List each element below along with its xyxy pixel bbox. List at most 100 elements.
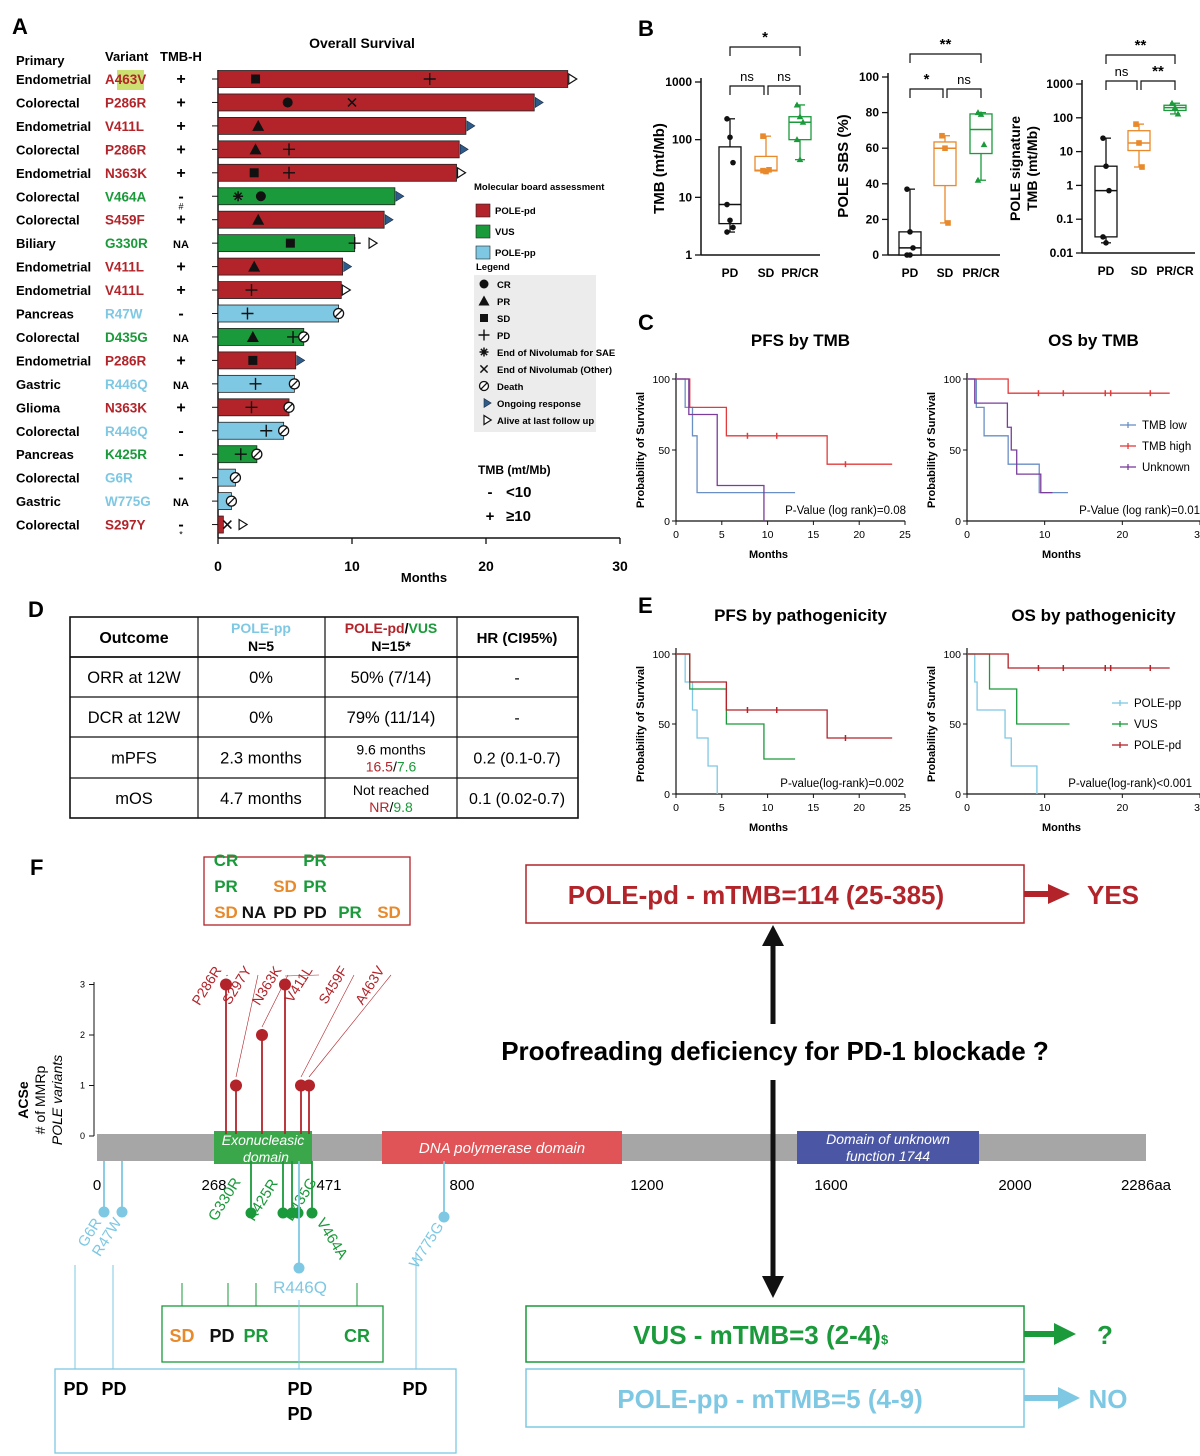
b-point xyxy=(1174,110,1182,117)
swimmer-mark-pd xyxy=(283,166,296,179)
swimmer-mark-cr xyxy=(255,191,266,202)
b-ytick-label: 100 xyxy=(1053,111,1073,125)
swimmer-bar xyxy=(217,117,467,135)
km-xtick-label: 0 xyxy=(964,529,970,541)
vus-response-box xyxy=(161,1305,384,1363)
col-header-tmbh: TMB-H xyxy=(160,49,202,64)
table-header-slash: / xyxy=(405,620,409,636)
vus-answer: ? xyxy=(1097,1320,1113,1350)
table-cell-pp: 0% xyxy=(249,669,273,687)
row-variant: N363K xyxy=(105,400,147,415)
pd-response-box xyxy=(203,856,411,926)
row-variant: S297Y xyxy=(105,518,146,533)
f-axis-tick-label: 2000 xyxy=(998,1177,1031,1194)
swimmer-bar xyxy=(217,70,569,88)
km-xtick-label: 0 xyxy=(964,802,970,814)
table-cell-pd-split: 16.5/7.6 xyxy=(366,759,417,775)
legend-symbol-label: SD xyxy=(497,314,510,325)
b-ylabel: TMB (mt/Mb) xyxy=(651,123,668,214)
pp-lollipop-head xyxy=(116,1206,128,1218)
vus-arrow-head xyxy=(1054,1323,1076,1345)
km-xtick-label: 15 xyxy=(808,529,820,541)
b-point xyxy=(980,141,988,148)
swimmer-mark-ongo xyxy=(343,261,353,273)
b-point xyxy=(727,217,733,224)
table-cell-pd-a: NR xyxy=(369,799,389,815)
table-cell-pp: 2.3 months xyxy=(220,750,302,768)
pp-variant-label: R446Q xyxy=(273,1278,327,1297)
b-ytick-label: 10 xyxy=(679,190,693,204)
panel-label-c: C xyxy=(638,310,654,335)
table-cell-pd: 9.6 months xyxy=(356,742,425,758)
b-bracket xyxy=(1105,54,1176,64)
b-ytick-label: 0.1 xyxy=(1056,212,1073,226)
km-xlabel: Months xyxy=(749,822,788,834)
b-point xyxy=(760,167,766,174)
b-ytick-label: 1 xyxy=(1066,178,1073,192)
swimmer-mark-alive xyxy=(238,518,249,531)
tmb-legend-sym: + xyxy=(486,508,495,525)
pd-response: PR xyxy=(214,877,238,896)
f-axis-tick-label: 268 xyxy=(201,1177,226,1194)
swimmer-mark-ongo xyxy=(534,96,544,108)
b-bracket xyxy=(729,85,765,95)
question-text: Proofreading deficiency for PD-1 blockad… xyxy=(501,1036,1049,1066)
row-tmb: + xyxy=(176,399,185,416)
b-ytick-label: 1000 xyxy=(1046,77,1073,91)
swimmer-mark-pd xyxy=(234,448,247,461)
exonuclease-domain xyxy=(214,1131,312,1164)
pp-response: PD xyxy=(402,1379,427,1399)
swimmer-mark-pd xyxy=(245,284,258,297)
swimmer-mark-ongo xyxy=(466,120,476,132)
row-tmb: + xyxy=(176,259,185,276)
row-primary: Colorectal xyxy=(16,424,80,439)
km-ytick-label: 50 xyxy=(658,719,670,731)
km-line xyxy=(967,653,1038,794)
f-ylabel: POLE variants xyxy=(49,1055,65,1145)
table-cell-hr: - xyxy=(514,710,519,727)
legend-swatch-pd xyxy=(475,203,491,218)
pd-answer: YES xyxy=(1087,880,1139,910)
vus-summary-box xyxy=(525,1305,1025,1363)
tmb-legend-label: <10 xyxy=(506,484,531,501)
vus-lollipop-head xyxy=(306,1207,318,1219)
pd-response: PR xyxy=(338,903,362,922)
km-xtick-label: 20 xyxy=(853,529,865,541)
vus-summary-sub: $ xyxy=(881,1332,889,1347)
swimmer-mark-pd xyxy=(260,424,273,437)
row-variant: D435G xyxy=(105,330,148,345)
b-category-label: SD xyxy=(1131,264,1148,278)
legend-class-label: POLE-pd xyxy=(495,206,536,217)
table-cell-slash: / xyxy=(389,799,393,815)
row-tmb: + xyxy=(176,165,185,182)
exonuclease-label-1: Exonucleasic xyxy=(222,1132,305,1148)
pd-variant-label: P286R xyxy=(188,963,224,1008)
table-cell-hr: 0.2 (0.1-0.7) xyxy=(473,751,560,768)
swimmer-mark-alive xyxy=(341,283,352,297)
km-legend-label: Unknown xyxy=(1142,462,1190,474)
pd-summary: POLE-pd - mTMB=114 (25-385) xyxy=(568,880,944,910)
km-xtick-label: 10 xyxy=(1039,529,1051,541)
row-tmb: - xyxy=(178,470,183,487)
row-tmb-note: * xyxy=(179,530,183,540)
pp-response-box xyxy=(54,1368,457,1454)
km-line xyxy=(676,378,796,494)
table-cell-pd-a: 16.5 xyxy=(366,759,393,775)
legend-sym-pd xyxy=(478,329,490,341)
row-tmb: + xyxy=(176,352,185,369)
km-legend-label: POLE-pd xyxy=(1134,740,1181,752)
pd-variant-label: A463V xyxy=(352,963,388,1008)
f-axis-tick-label: 1600 xyxy=(814,1177,847,1194)
km-xtick-label: 5 xyxy=(719,529,725,541)
pd-response: PR xyxy=(303,851,327,870)
table-cell-outcome: ORR at 12W xyxy=(87,669,181,687)
b-ytick-label: 100 xyxy=(859,70,879,84)
table-cell-pd-split: NR/9.8 xyxy=(369,799,413,815)
legend-symbol-label: PD xyxy=(497,331,510,342)
km-ytick-label: 0 xyxy=(664,789,670,801)
vus-response: CR xyxy=(344,1326,370,1346)
swimmer-mark-pr xyxy=(252,213,265,225)
pp-response: PD xyxy=(63,1379,88,1399)
km-title: PFS by pathogenicity xyxy=(714,606,887,625)
